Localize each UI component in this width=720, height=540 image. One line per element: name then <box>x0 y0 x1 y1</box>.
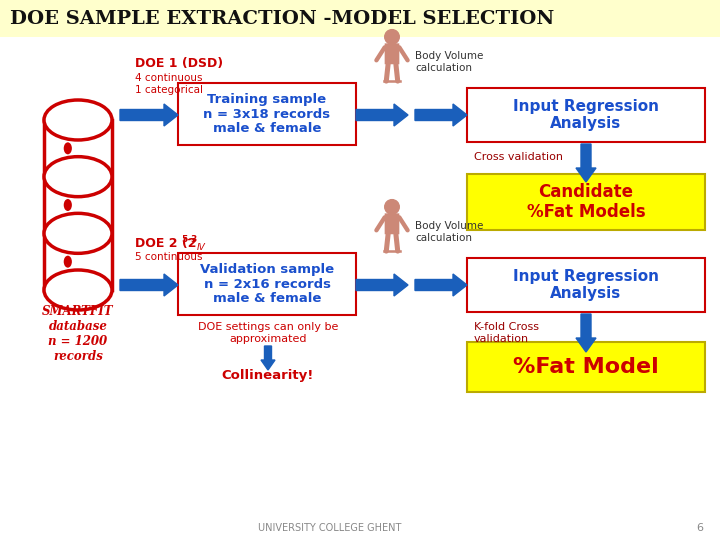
Text: Candidate
%Fat Models: Candidate %Fat Models <box>527 183 645 221</box>
Text: Training sample
n = 3x18 records
male & female: Training sample n = 3x18 records male & … <box>204 92 330 136</box>
Ellipse shape <box>63 255 72 268</box>
Text: Body Volume
calculation: Body Volume calculation <box>415 51 483 73</box>
Text: %Fat Model: %Fat Model <box>513 357 659 377</box>
Circle shape <box>384 200 400 214</box>
Ellipse shape <box>44 270 112 310</box>
Text: Cross validation: Cross validation <box>474 152 563 162</box>
Text: 1 categorical: 1 categorical <box>135 85 203 95</box>
Text: SMARTFIT
database
n = 1200
records: SMARTFIT database n = 1200 records <box>42 305 114 363</box>
FancyBboxPatch shape <box>384 43 400 64</box>
Text: DOE 2 (2: DOE 2 (2 <box>135 238 197 251</box>
Text: Body Volume
calculation: Body Volume calculation <box>415 221 483 243</box>
Circle shape <box>384 30 400 44</box>
Text: Input Regression
Analysis: Input Regression Analysis <box>513 269 659 301</box>
Text: Validation sample
n = 2x16 records
male & female: Validation sample n = 2x16 records male … <box>200 262 334 306</box>
Bar <box>44 120 112 290</box>
Text: K-fold Cross
validation: K-fold Cross validation <box>474 322 539 343</box>
FancyBboxPatch shape <box>384 213 400 234</box>
Polygon shape <box>120 104 178 126</box>
Text: 5 continuous: 5 continuous <box>135 252 202 262</box>
Ellipse shape <box>44 157 112 197</box>
Text: 4 continuous: 4 continuous <box>135 73 202 83</box>
FancyBboxPatch shape <box>467 174 705 230</box>
Text: IV: IV <box>197 242 206 252</box>
Ellipse shape <box>63 199 72 211</box>
FancyBboxPatch shape <box>467 88 705 142</box>
Text: DOE 1 (DSD): DOE 1 (DSD) <box>135 57 223 71</box>
FancyBboxPatch shape <box>178 83 356 145</box>
Polygon shape <box>356 274 408 296</box>
Ellipse shape <box>63 143 72 154</box>
FancyBboxPatch shape <box>467 258 705 312</box>
Polygon shape <box>356 104 408 126</box>
Polygon shape <box>576 144 596 182</box>
Text: 5-3: 5-3 <box>181 234 197 244</box>
Ellipse shape <box>44 100 112 140</box>
Polygon shape <box>415 274 467 296</box>
FancyBboxPatch shape <box>467 342 705 392</box>
Text: UNIVERSITY COLLEGE GHENT: UNIVERSITY COLLEGE GHENT <box>258 523 402 533</box>
Text: Collinearity!: Collinearity! <box>222 368 314 381</box>
Polygon shape <box>120 274 178 296</box>
Polygon shape <box>261 346 275 370</box>
Polygon shape <box>576 314 596 352</box>
Bar <box>0 0 720 37</box>
FancyBboxPatch shape <box>178 253 356 315</box>
Text: DOE SAMPLE EXTRACTION -MODEL SELECTION: DOE SAMPLE EXTRACTION -MODEL SELECTION <box>10 10 554 28</box>
Text: Input Regression
Analysis: Input Regression Analysis <box>513 99 659 131</box>
Text: 6: 6 <box>696 523 703 533</box>
Text: DOE settings can only be
approximated: DOE settings can only be approximated <box>198 322 338 343</box>
Polygon shape <box>415 104 467 126</box>
Ellipse shape <box>44 213 112 253</box>
